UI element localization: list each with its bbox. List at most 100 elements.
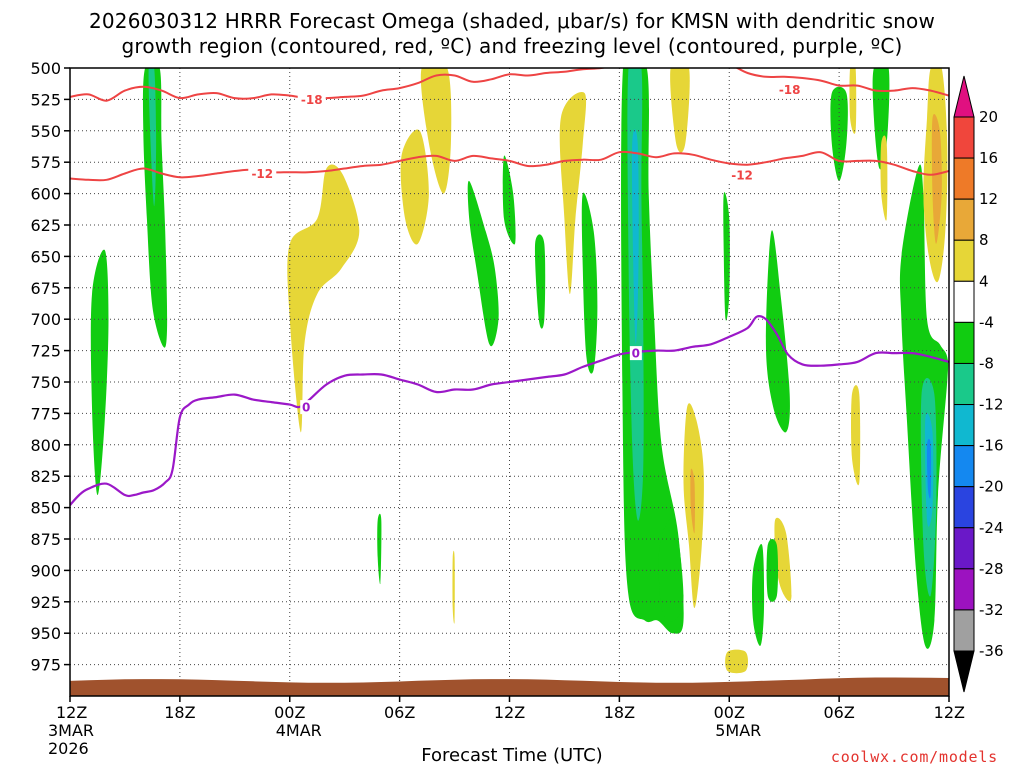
y-tick-label: 550 bbox=[30, 122, 61, 141]
x-tick-date: 3MAR bbox=[48, 721, 94, 740]
colorbar-label: 16 bbox=[979, 149, 998, 167]
y-tick-label: 850 bbox=[30, 499, 61, 518]
colorbar-box bbox=[953, 486, 975, 529]
y-tick-label: 675 bbox=[30, 279, 61, 298]
colorbar-box bbox=[953, 157, 975, 200]
y-tick-label: 700 bbox=[30, 310, 61, 329]
y-tick-label: 925 bbox=[30, 593, 61, 612]
omega-region-green-upper-1 bbox=[830, 86, 848, 181]
contour-minus18 bbox=[70, 68, 949, 102]
colorbar-label: -16 bbox=[979, 437, 1004, 455]
colorbar-label: -32 bbox=[979, 601, 1004, 619]
omega-region-blue-lower-4 bbox=[926, 438, 932, 499]
x-tick-label: 12Z bbox=[56, 703, 87, 722]
colorbar-label: -24 bbox=[979, 519, 1004, 537]
colorbar-box bbox=[953, 404, 975, 447]
omega-region-green-lower-1 bbox=[90, 249, 109, 496]
terrain-surface bbox=[70, 677, 949, 696]
colorbar-box bbox=[953, 116, 975, 159]
x-tick-label: 06Z bbox=[384, 703, 415, 722]
colorbar-box bbox=[953, 362, 975, 406]
x-axis-label: Forecast Time (UTC) bbox=[421, 745, 603, 766]
x-tick-label: 00Z bbox=[274, 703, 305, 722]
omega-region-yellow-upper-1 bbox=[420, 68, 452, 194]
colorbar-box bbox=[953, 198, 975, 241]
x-tick-label: 18Z bbox=[604, 703, 635, 722]
colorbar-label: 20 bbox=[979, 108, 998, 126]
colorbar-box bbox=[953, 321, 975, 364]
contour-label-bg bbox=[297, 92, 326, 107]
y-tick-label: 650 bbox=[30, 247, 61, 266]
x-tick-label: 12Z bbox=[934, 703, 965, 722]
colorbar-label: -36 bbox=[979, 642, 1004, 660]
y-tick-label: 800 bbox=[30, 436, 61, 455]
contour-label-bg bbox=[629, 346, 642, 361]
colorbar-box bbox=[953, 239, 975, 282]
colorbar-label: -4 bbox=[979, 313, 994, 331]
x-tick-label: 00Z bbox=[714, 703, 745, 722]
omega-region-yellow-lower-4 bbox=[851, 385, 861, 486]
omega-region-green-lower-3 bbox=[752, 544, 765, 647]
chart-title-line2: growth region (contoured, red, ºC) and f… bbox=[121, 34, 903, 58]
y-tick-label: 600 bbox=[30, 185, 61, 204]
colorbar-label: 8 bbox=[979, 231, 989, 249]
y-tick-label: 525 bbox=[30, 90, 61, 109]
omega-region-yellow-mid-4 bbox=[880, 135, 888, 221]
omega-region-green-plume-1 bbox=[142, 68, 168, 348]
colorbar-label: 4 bbox=[979, 272, 989, 290]
colorbar-box bbox=[953, 280, 975, 323]
omega-region-green-plume-3 bbox=[765, 230, 790, 433]
y-tick-label: 875 bbox=[30, 530, 61, 549]
y-tick-label: 900 bbox=[30, 561, 61, 580]
contour-label: -18 bbox=[301, 93, 323, 107]
omega-region-yellow-mid-3 bbox=[670, 68, 690, 153]
omega-region-yellow-small-1 bbox=[452, 550, 455, 624]
omega-region-green-lower-5 bbox=[766, 539, 779, 602]
y-tick-label: 625 bbox=[30, 216, 61, 235]
chart-title-line1: 2026030312 HRRR Forecast Omega (shaded, … bbox=[88, 9, 936, 33]
omega-region-green-small-1 bbox=[377, 513, 382, 585]
y-tick-label: 975 bbox=[30, 656, 61, 675]
y-tick-label: 725 bbox=[30, 342, 61, 361]
y-tick-label: 950 bbox=[30, 624, 61, 643]
contour-label: -12 bbox=[731, 168, 753, 182]
colorbar-label: -20 bbox=[979, 478, 1004, 496]
colorbar-box bbox=[953, 609, 975, 652]
y-tick-label: 500 bbox=[30, 59, 61, 78]
omega-region-green-mid-5 bbox=[534, 234, 546, 329]
contour-label-bg bbox=[248, 166, 277, 181]
contour-label-bg bbox=[775, 82, 804, 97]
colorbar-label: -8 bbox=[979, 354, 994, 372]
colorbar-box bbox=[953, 527, 975, 570]
colorbar-arrow-top bbox=[953, 75, 975, 118]
contour-label-bg bbox=[300, 400, 313, 415]
omega-region-yellow-lower-3 bbox=[725, 649, 749, 674]
contour-label: 0 bbox=[632, 347, 640, 361]
omega-region-green-mid-2 bbox=[502, 155, 516, 245]
contour-freezing bbox=[70, 314, 949, 506]
contour-label: -12 bbox=[251, 167, 273, 181]
omega-region-yellow-mid-1 bbox=[287, 164, 360, 433]
omega-region-yellow-upper-2 bbox=[400, 129, 429, 245]
colorbar-label: 12 bbox=[979, 190, 998, 208]
omega-region-orange-right-1 bbox=[931, 113, 942, 244]
y-tick-label: 775 bbox=[30, 404, 61, 423]
site-credit: coolwx.com/models bbox=[830, 748, 998, 766]
omega-region-green-mid-3 bbox=[581, 192, 598, 374]
omega-region-green-lower-2 bbox=[658, 518, 684, 622]
contour-label: 0 bbox=[302, 401, 310, 415]
x-tick-label: 06Z bbox=[823, 703, 854, 722]
omega-region-yellow-upper-3 bbox=[849, 68, 857, 134]
contour-minus12 bbox=[70, 150, 949, 182]
omega-region-yellow-mid-2 bbox=[559, 92, 587, 295]
x-tick-date: 5MAR bbox=[715, 721, 761, 740]
x-tick-label: 18Z bbox=[164, 703, 195, 722]
omega-region-cyan-core-2 bbox=[631, 129, 639, 345]
contour-label: -18 bbox=[779, 83, 801, 97]
colorbar-label: -28 bbox=[979, 560, 1004, 578]
colorbar-box bbox=[953, 445, 975, 488]
colorbar-arrow-bottom bbox=[953, 650, 975, 693]
y-tick-label: 750 bbox=[30, 373, 61, 392]
colorbar-label: -12 bbox=[979, 396, 1004, 414]
